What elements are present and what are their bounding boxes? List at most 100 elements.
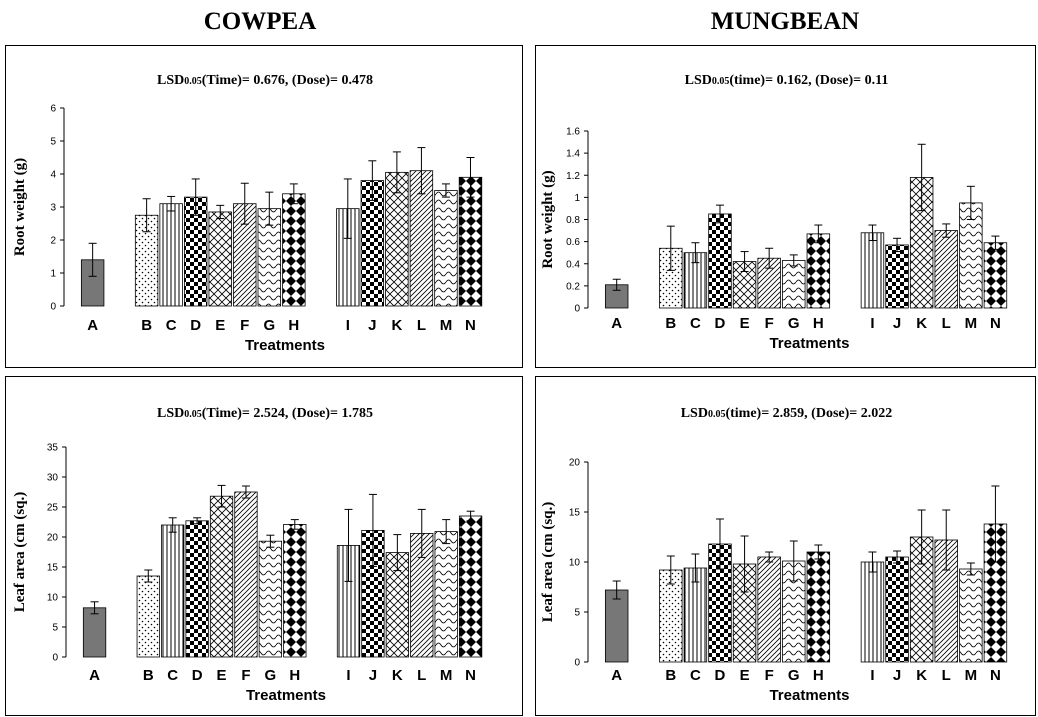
- x-category-label: N: [990, 315, 1001, 332]
- y-tick-label: 20: [47, 533, 59, 544]
- y-tick-label: 0: [50, 302, 56, 313]
- x-category-label: H: [813, 667, 824, 684]
- x-category-label: E: [740, 667, 750, 684]
- x-category-label: G: [263, 317, 275, 334]
- x-category-label: J: [893, 667, 901, 684]
- x-category-label: J: [368, 317, 376, 334]
- x-category-label: I: [870, 667, 874, 684]
- bar-N: [983, 242, 1008, 309]
- x-category-label: E: [740, 315, 750, 332]
- y-tick-label: 1.4: [566, 149, 580, 160]
- y-tick-label: 35: [47, 443, 59, 454]
- lsd-annotation: LSD0.05(time)= 0.162, (Dose)= 0.11: [685, 73, 889, 88]
- bar-B: [136, 575, 160, 658]
- bar-A: [604, 589, 629, 663]
- chart-mungbean-root-weight: LSD0.05(time)= 0.162, (Dose)= 0.11 0 0.2 0.…: [535, 45, 1036, 368]
- bar-F: [757, 556, 781, 663]
- y-tick-label: 0: [574, 304, 580, 315]
- y-tick-label: 3: [50, 203, 56, 214]
- x-category-label: A: [611, 315, 622, 332]
- x-category-label: F: [765, 315, 774, 332]
- x-category-label: G: [265, 667, 277, 684]
- x-category-label: K: [916, 315, 927, 332]
- x-category-label: I: [346, 667, 350, 684]
- x-category-label: C: [690, 315, 701, 332]
- y-tick-label: 25: [47, 503, 59, 514]
- mungbean-title: MUNGBEAN: [710, 8, 860, 35]
- y-axis-label: Leaf area (cm (sq.): [540, 502, 556, 623]
- bar-J: [885, 556, 909, 663]
- x-category-label: G: [788, 315, 800, 332]
- bar-H: [282, 193, 306, 307]
- x-category-label: B: [665, 315, 676, 332]
- y-tick-label: 0.4: [566, 259, 580, 270]
- bar-H: [806, 233, 831, 309]
- bar-A: [82, 607, 107, 658]
- x-axis-label: Treatments: [769, 687, 849, 704]
- x-category-label: L: [417, 667, 426, 684]
- x-category-label: D: [715, 315, 726, 332]
- x-category-label: D: [715, 667, 726, 684]
- bar-L: [934, 230, 958, 309]
- y-tick-label: 1.2: [566, 171, 580, 182]
- x-category-label: F: [241, 667, 250, 684]
- chart-cowpea-root-weight: LSD0.05(Time)= 0.676, (Dose)= 0.478 0 1 2 3 4…: [5, 45, 523, 368]
- x-category-label: L: [417, 317, 426, 334]
- y-axis-label: Root weight (g): [540, 170, 556, 268]
- x-axis-label: Treatments: [245, 337, 325, 354]
- y-tick-label: 5: [52, 623, 58, 634]
- x-category-label: J: [369, 667, 377, 684]
- x-category-label: K: [392, 667, 403, 684]
- y-tick-label: 1: [50, 269, 56, 280]
- x-axis-label: Treatments: [769, 335, 849, 352]
- bar-D: [185, 520, 209, 658]
- bar-I: [860, 232, 885, 309]
- y-tick-label: 0.8: [566, 215, 580, 226]
- y-tick-label: 2: [50, 236, 56, 247]
- x-category-label: H: [288, 317, 299, 334]
- bar-M: [434, 531, 458, 658]
- lsd-annotation: LSD0.05(Time)= 0.676, (Dose)= 0.478: [157, 73, 373, 88]
- x-category-label: A: [611, 667, 622, 684]
- bar-E: [208, 211, 232, 307]
- x-category-label: H: [289, 667, 300, 684]
- y-tick-label: 0.6: [566, 237, 580, 248]
- y-tick-label: 5: [50, 137, 56, 148]
- x-category-label: N: [465, 667, 476, 684]
- x-category-label: I: [346, 317, 350, 334]
- cowpea-title: COWPEA: [203, 8, 317, 35]
- y-tick-label: 4: [50, 170, 56, 181]
- x-category-label: G: [788, 667, 800, 684]
- bar-M: [959, 568, 983, 663]
- bar-C: [159, 203, 183, 307]
- x-category-label: N: [990, 667, 1001, 684]
- x-category-label: B: [143, 667, 154, 684]
- y-tick-label: 10: [47, 593, 59, 604]
- x-axis-label: Treatments: [246, 687, 326, 704]
- x-category-label: C: [167, 667, 178, 684]
- bar-H: [283, 523, 307, 658]
- bar-D: [708, 213, 732, 309]
- chart-svg: LSD0.05(Time)= 2.524, (Dose)= 1.785 0 5 10 1…: [12, 406, 483, 704]
- y-tick-label: 1: [574, 193, 580, 204]
- x-category-label: N: [465, 317, 476, 334]
- x-category-label: K: [391, 317, 402, 334]
- x-category-label: I: [870, 315, 874, 332]
- bar-N: [458, 515, 483, 658]
- y-axis-label: Leaf area (cm (sq.): [12, 492, 28, 613]
- y-axis-label: Root weight (g): [12, 158, 28, 256]
- chart-svg: LSD0.05(Time)= 0.676, (Dose)= 0.478 0 1 2 3 4…: [12, 73, 483, 354]
- bar-M: [434, 190, 458, 307]
- lsd-annotation: LSD0.05(time)= 2.859, (Dose)= 2.022: [681, 406, 893, 421]
- chart-svg: LSD0.05(time)= 2.859, (Dose)= 2.022 0 5 10 1…: [540, 406, 1008, 704]
- x-category-label: B: [665, 667, 676, 684]
- x-category-label: F: [240, 317, 249, 334]
- x-category-label: J: [893, 315, 901, 332]
- y-tick-label: 5: [574, 608, 580, 619]
- bar-J: [885, 244, 909, 309]
- x-category-label: F: [765, 667, 774, 684]
- x-category-label: L: [942, 667, 951, 684]
- x-category-label: M: [440, 667, 453, 684]
- chart-svg: LSD0.05(time)= 0.162, (Dose)= 0.11 0 0.2 0.…: [540, 73, 1008, 352]
- x-category-label: C: [690, 667, 701, 684]
